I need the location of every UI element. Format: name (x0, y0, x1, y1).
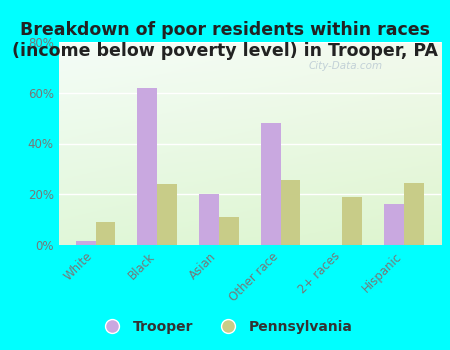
Bar (281, 180, 300, 245)
Text: Breakdown of poor residents within races
(income below poverty level) in Trooper: Breakdown of poor residents within races… (12, 21, 438, 60)
Bar (404, 183, 424, 245)
Bar (219, 217, 238, 245)
Text: City-Data.com: City-Data.com (308, 61, 382, 71)
Bar (137, 88, 157, 245)
Bar (95, 222, 115, 245)
Bar (261, 123, 281, 245)
Bar (342, 197, 362, 245)
Bar (384, 204, 404, 245)
Bar (76, 241, 95, 245)
Bar (157, 184, 177, 245)
Bar (199, 194, 219, 245)
Legend: Trooper, Pennsylvania: Trooper, Pennsylvania (92, 314, 358, 340)
